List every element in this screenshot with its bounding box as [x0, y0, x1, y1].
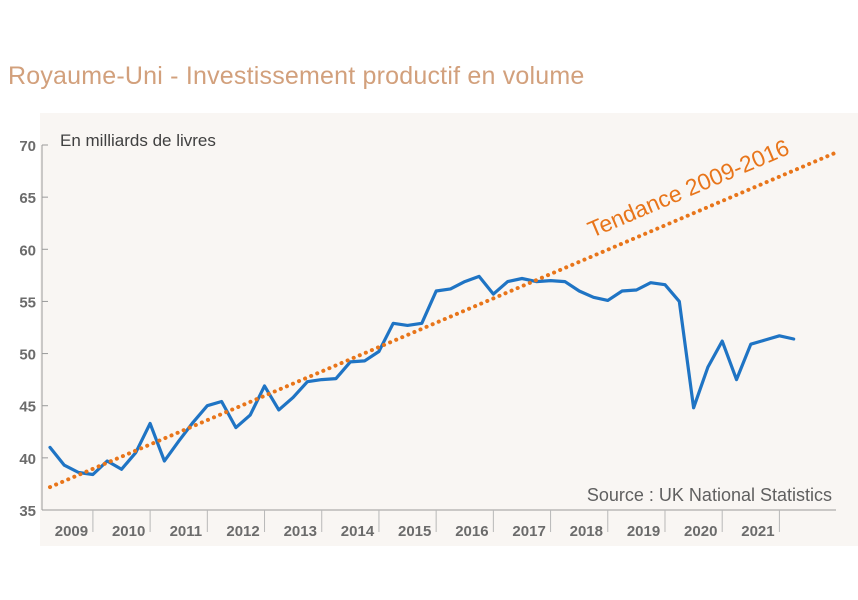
y-tick-label: 45 — [19, 399, 36, 416]
x-tick-label: 2009 — [55, 523, 88, 540]
x-tick-label: 2020 — [684, 523, 717, 540]
y-tick-label: 60 — [19, 242, 36, 259]
x-tick-label: 2010 — [112, 523, 145, 540]
y-tick-label: 50 — [19, 347, 36, 364]
series-group — [48, 150, 839, 490]
x-tick-label: 2011 — [170, 523, 203, 540]
plot-area — [40, 113, 858, 546]
x-tick-label: 2014 — [341, 523, 375, 540]
x-tick-label: 2012 — [226, 523, 259, 540]
x-tick-label: 2017 — [512, 523, 545, 540]
x-axis: 2009 2010 2011 2012 2013 2014 2015 2016 2017 2018… — [42, 509, 836, 540]
y-tick-label: 70 — [19, 138, 36, 155]
y-tick-label: 40 — [19, 451, 36, 468]
trend-line — [48, 150, 839, 490]
x-tick-label: 2021 — [741, 523, 774, 540]
source-note: Source : UK National Statistics — [587, 485, 832, 505]
y-axis: 35 40 45 50 55 60 65 70 — [19, 138, 48, 520]
y-tick-label: 35 — [19, 503, 36, 520]
x-tick-label: 2013 — [284, 523, 317, 540]
y-tick-label: 65 — [19, 190, 36, 207]
x-tick-label: 2018 — [570, 523, 603, 540]
y-tick-label: 55 — [19, 294, 36, 311]
y-axis-label: En milliards de livres — [60, 131, 216, 150]
x-tick-label: 2019 — [627, 523, 660, 540]
chart-title: Royaume-Uni - Investissement productif e… — [8, 62, 585, 90]
data-line — [48, 274, 796, 477]
x-tick-label: 2016 — [455, 523, 488, 540]
x-tick-label: 2015 — [398, 523, 431, 540]
